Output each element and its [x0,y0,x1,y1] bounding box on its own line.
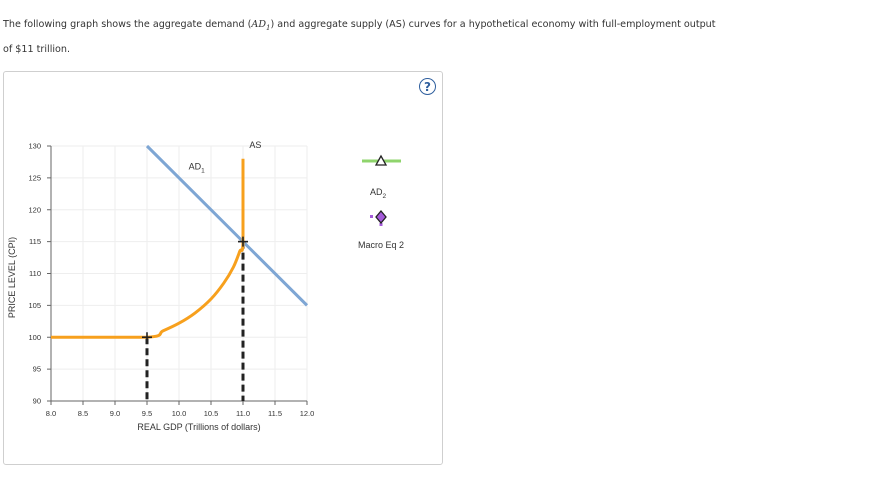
equilibrium-markers [142,236,248,343]
y-tick-label: 110 [29,269,41,278]
y-tick-label: 125 [28,173,41,182]
help-icon[interactable]: ? [419,78,436,95]
y-tick-label: 115 [29,237,41,246]
y-tick-label: 105 [28,301,41,310]
x-tick-label: 11.0 [236,409,250,418]
curves [51,144,309,339]
question-text-before: The following graph shows the aggregate … [3,19,252,30]
question-line-1: The following graph shows the aggregate … [3,14,863,39]
as-curve [51,158,245,339]
dashed-lines [145,241,245,401]
ad1-curve [145,144,309,307]
as-curve-label: AS [249,140,261,150]
x-axis-label: REAL GDP (Trillions of dollars) [137,422,260,432]
y-tick-label: 95 [33,365,41,374]
x-tick-label: 8.0 [46,409,56,418]
x-tick-label: 10.0 [172,409,187,418]
question-text: The following graph shows the aggregate … [3,14,863,60]
triangle-icon [374,154,388,166]
ad2-label-main: AD [370,187,383,197]
y-tick-label: 100 [28,333,41,342]
y-axis-label: PRICE LEVEL (CPI) [7,237,17,318]
ad1-math: AD1 [251,19,271,32]
ad1-math-sub: 1 [266,23,271,32]
x-tick-label: 9.0 [110,409,120,418]
eq-tool-dot-bottom [379,223,383,226]
diamond-icon [375,209,387,225]
x-tick-label: 9.5 [142,409,152,418]
x-tick-labels: 8.0 8.5 9.0 9.5 10.0 10.5 11.0 11.5 12.0 [46,409,315,418]
ad2-tool-label: AD2 [370,187,387,200]
question-line-2: of $11 trillion. [3,43,71,55]
x-tick-label: 12.0 [300,409,315,418]
question-text-after: ) and aggregate supply (AS) curves for a… [270,19,716,30]
eq-tool-dot-left [370,215,373,218]
graph-panel [3,71,443,465]
x-tick-label: 8.5 [78,409,88,418]
y-tick-label: 90 [33,397,41,406]
x-tick-label: 10.5 [204,409,219,418]
macro-eq-tool-label: Macro Eq 2 [358,240,404,250]
ad1-label-sub: 1 [201,168,205,175]
ad1-curve-label: AD1 [189,162,206,175]
ad1-label-main: AD [189,162,202,172]
y-tick-labels: 90 95 100 105 110 115 120 125 130 [28,142,41,406]
chart-axes [47,145,308,405]
ad1-math-main: AD [251,19,267,30]
y-tick-label: 130 [28,142,41,151]
chart-grid [51,145,308,401]
ad2-label-sub: 2 [383,193,387,200]
ad2-tool[interactable] [362,154,401,166]
x-tick-label: 11.5 [268,409,282,418]
macro-eq-tool[interactable] [370,209,387,226]
y-tick-label: 120 [28,205,41,214]
